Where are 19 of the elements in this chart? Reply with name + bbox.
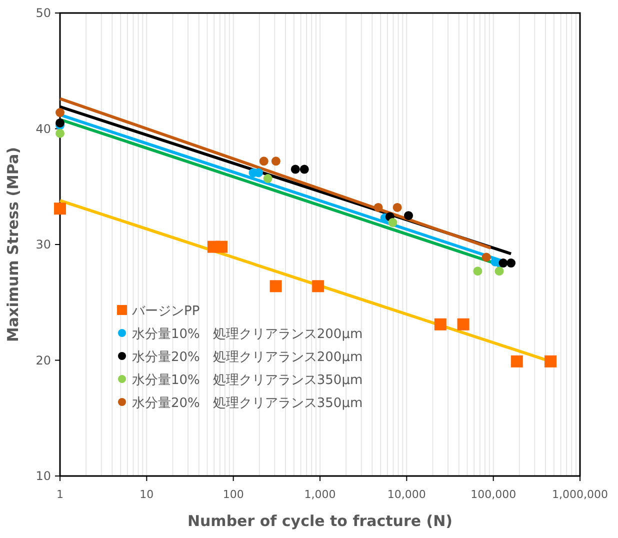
legend-label: バージンPP — [131, 304, 200, 319]
y-tick-label: 20 — [36, 353, 51, 368]
y-axis-title: Maximum Stress (MPa) — [4, 147, 22, 342]
legend-label: 水分量10% 処理クリアランス200μm — [132, 327, 363, 342]
legend-label: 水分量10% 処理クリアランス350μm — [132, 373, 363, 388]
y-tick-label: 50 — [36, 6, 51, 20]
y-tick-label: 30 — [36, 238, 51, 252]
legend-label: 水分量20% 処理クリアランス200μm — [132, 350, 363, 365]
x-tick-label: 100,000 — [470, 488, 516, 501]
x-tick-label: 100 — [222, 488, 244, 501]
y-tick-label: 10 — [36, 469, 51, 483]
x-tick-label: 1 — [56, 488, 64, 501]
x-tick-label: 10 — [140, 488, 154, 501]
x-tick-label: 1,000 — [304, 488, 336, 501]
x-tick-label: 1,000,000 — [552, 488, 608, 501]
x-tick-label: 10,000 — [387, 488, 426, 501]
x-axis-title: Number of cycle to fracture (N) — [187, 512, 453, 530]
y-tick-label: 40 — [36, 122, 51, 136]
legend-label: 水分量20% 処理クリアランス350μm — [132, 396, 363, 411]
